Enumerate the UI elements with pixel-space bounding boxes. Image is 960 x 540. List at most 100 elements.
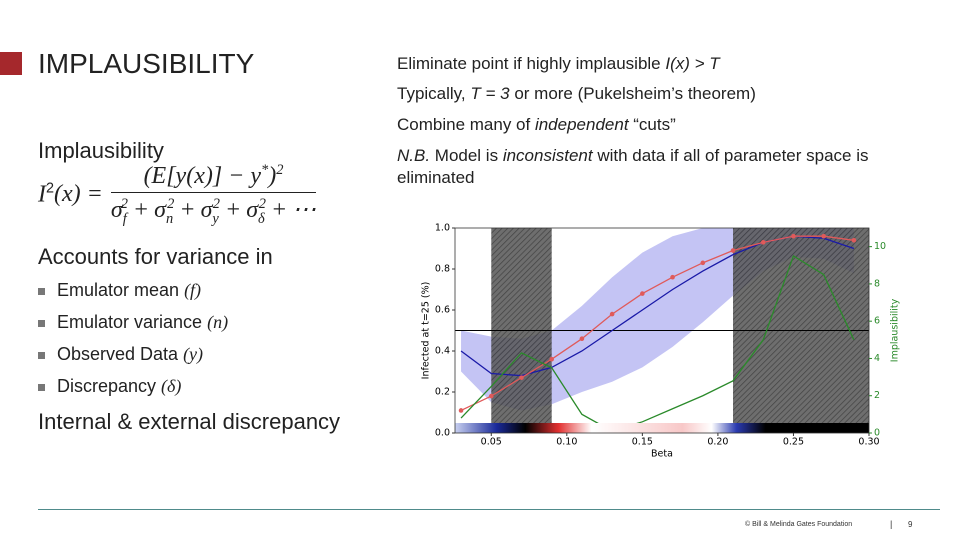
bullet-text: Emulator variance [57,312,208,332]
right-bullet: Combine many of independent “cuts” [397,114,937,136]
x-tick-label: 0.30 [858,437,879,448]
bullet-segment: Combine many of [397,115,535,134]
x-tick-label: 0.20 [707,437,728,448]
series-point [609,311,615,317]
sigma-sub: δ [258,210,265,227]
bullet-math: (δ) [161,376,182,396]
footer-rule [38,509,940,510]
y2-tick-label: 0 [874,428,880,439]
plus: + [225,197,242,223]
bullet: Observed Data (y) [38,344,203,365]
sigma: σ [200,197,213,223]
sigma-sup: 2 [258,196,266,212]
numerator-sup: 2 [276,162,284,178]
y2-tick-label: 6 [874,316,880,327]
y2-tick-label: 4 [874,353,880,364]
fraction: (E[y(x)] − y*)2 σf2 + σn2 + σy2 + σδ2 + ⋯ [110,162,317,228]
bullet-math: (f) [184,280,202,300]
closing: Internal & external discrepancy [38,409,341,434]
bullet-segment: “cuts” [628,115,676,134]
series-point [821,233,826,239]
bullet-segment: Model is [430,146,503,165]
bullet-segment: Eliminate point if highly implausible [397,54,666,73]
sigma-sup: 2 [167,196,175,212]
bullet-segment: Typically, [397,84,471,103]
series-point [579,336,585,342]
subheading: Accounts for variance in [38,244,273,269]
sigma: σ [110,197,123,223]
sigma-sub: y [212,210,219,227]
sigma-sub: f [122,210,127,227]
x-tick-label: 0.15 [632,437,653,448]
x-tick-label: 0.10 [556,437,577,448]
bullet-text: Discrepancy [57,376,162,396]
y2-tick-label: 8 [874,278,880,289]
bullet-segment: or more (Pukelsheim’s theorem) [509,84,756,103]
plus: + [132,197,150,223]
sigma: σ [154,197,166,223]
bullet-text: Emulator mean [57,280,185,300]
bullet-segment: N.B. [397,146,431,165]
sigma-sup: 2 [212,196,220,212]
slide-title: IMPLAUSIBILITY [38,48,255,79]
y-axis-label: Infected at t=25 (%) [421,282,432,380]
formula: I2(x) = (E[y(x)] − y*)2 σf2 + σn2 + σy2 + σδ2 + ⋯ [38,162,317,228]
accent-block [0,52,22,75]
bullet: Discrepancy (δ) [38,376,181,397]
plus: + [270,197,288,223]
color-strip [455,423,869,433]
copyright: © Bill & Melinda Gates Foundation [745,521,853,528]
page-number: 9 [908,520,913,529]
bullet-segment: T = 3 [470,84,510,103]
bullet-segment: independent [534,115,629,134]
y-tick-label: 0.8 [435,264,450,275]
plus: + [179,197,196,223]
series-point [851,238,857,243]
bullet-text: Observed Data [57,344,184,364]
chart: 0.05 0.10 0.15 0.20 0.25 0.30 0.0 0.2 0.4 0.6 0.8 1… [421,223,901,460]
numerator-text: (E[y(x)] − y [143,163,262,189]
bullet-math: (y) [183,344,204,364]
series-point [549,356,555,362]
bullet-math: (n) [207,312,229,332]
bullet: Emulator variance (n) [38,312,228,333]
series-line [460,254,855,432]
plot-frame [454,227,870,434]
right-bullet: N.B. Model is inconsistent with data if … [397,145,937,189]
y-tick-label: 0.0 [435,428,450,439]
series-line [460,235,854,412]
y2-tick-label: 10 [874,241,886,252]
y2-axis-label: Implausibility [890,298,901,362]
series-point [488,393,494,399]
y-tick-label: 1.0 [435,223,450,234]
bullet-segment: inconsistent [502,146,593,165]
x-tick-label: 0.05 [481,437,502,448]
sigma-sup: 2 [120,196,128,212]
series-point [791,233,796,239]
bullet: Emulator mean (f) [38,280,201,301]
numerator-close: ) [268,163,277,189]
bullet-segment: I(x) > T [665,54,720,73]
series-point [458,408,464,413]
y-tick-label: 0.2 [435,387,450,398]
series-point [640,291,645,296]
sigma: σ [246,197,259,223]
y-tick-label: 0.4 [435,346,450,357]
series-point [760,240,766,245]
series-point [730,248,736,253]
series-point [700,260,706,266]
right-bullet: Eliminate point if highly implausible I(… [397,53,937,75]
heading: Implausibility [38,138,164,163]
x-tick-label: 0.25 [783,437,804,448]
y-tick-label: 0.6 [435,305,450,316]
series-point [670,274,675,280]
y2-tick-label: 2 [874,390,880,401]
series-point [519,375,524,380]
ellipsis: ⋯ [292,197,317,223]
formula-arg: (x) = [54,181,103,208]
bullet-segment: with data if all of parameter space is e… [397,146,869,187]
separator: | [890,519,893,529]
formula-sup: 2 [46,180,55,197]
x-axis-label: Beta [651,449,673,460]
